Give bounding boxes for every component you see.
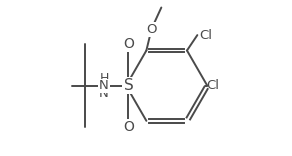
Text: Cl: Cl xyxy=(206,79,220,92)
Text: H
N: H N xyxy=(99,72,109,100)
Text: O: O xyxy=(146,23,157,36)
Text: Cl: Cl xyxy=(199,29,212,42)
Text: N: N xyxy=(99,79,109,92)
Text: O: O xyxy=(123,37,134,51)
Text: S: S xyxy=(124,78,133,93)
Text: O: O xyxy=(123,120,134,134)
Text: H: H xyxy=(100,72,109,85)
